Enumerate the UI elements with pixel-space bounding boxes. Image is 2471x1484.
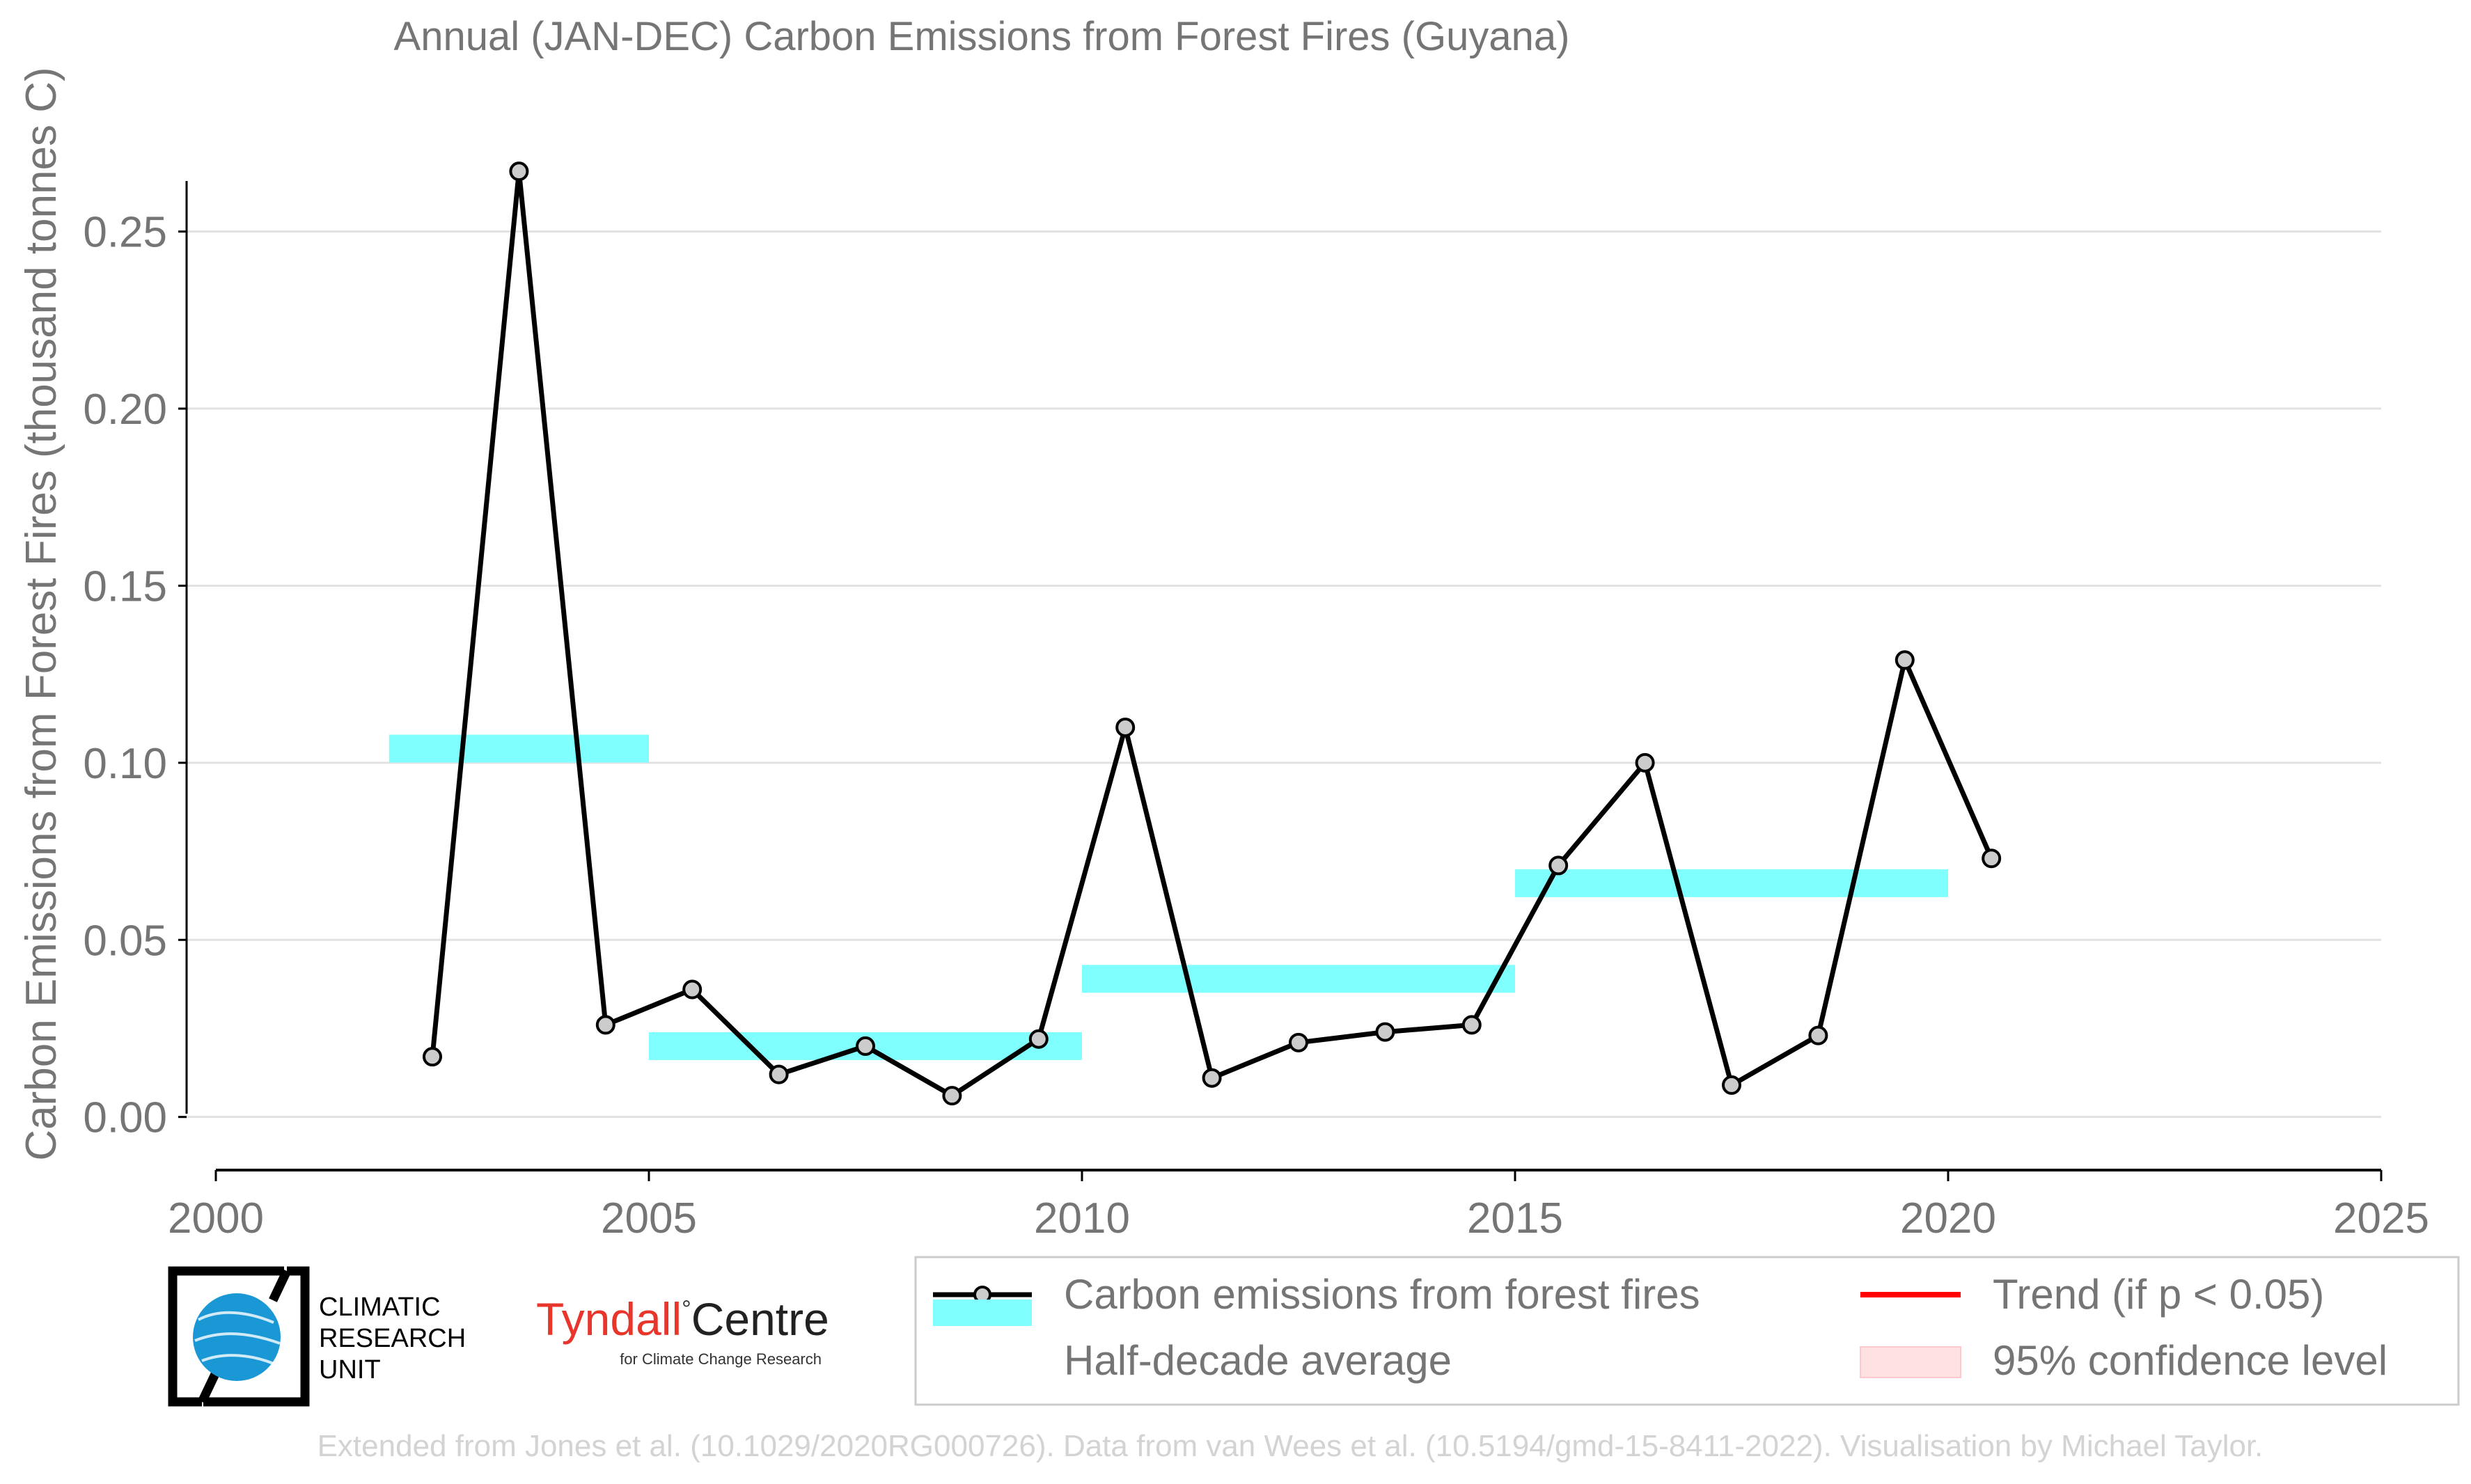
x-tick-label: 2025 — [2333, 1194, 2429, 1242]
data-point — [1028, 1029, 1049, 1049]
data-point — [1289, 1032, 1308, 1052]
data-point — [1461, 1015, 1482, 1035]
x-tick-label: 2005 — [601, 1194, 697, 1242]
half-decade-average-bar — [1082, 965, 1515, 993]
data-point — [595, 1015, 615, 1035]
y-tick-label: 0.00 — [83, 1094, 167, 1142]
tyndall-centre: Centre — [691, 1293, 829, 1345]
legend-frame — [914, 1256, 2460, 1406]
y-tick-labels: 0.00 0.05 0.10 0.15 0.20 0.25 — [83, 209, 167, 1142]
series-layer — [423, 161, 2002, 1106]
data-point — [1548, 855, 1569, 876]
tyndall-name: Tyndall — [536, 1293, 682, 1345]
data-point — [509, 161, 529, 182]
axes — [178, 181, 2383, 1181]
legend-label-average: Half-decade average — [1064, 1337, 1452, 1384]
cru-globe-swirl — [194, 1311, 281, 1366]
legend-swatch-confidence — [1860, 1346, 1961, 1378]
data-point — [423, 1047, 442, 1067]
x-tick-label: 2020 — [1900, 1194, 1996, 1242]
data-point — [1982, 848, 2002, 869]
y-tick-label: 0.25 — [83, 209, 167, 257]
x-tick-label: 2015 — [1467, 1194, 1563, 1242]
cru-logo: CLIMATIC RESEARCH UNIT — [168, 1266, 466, 1407]
grid-lines — [187, 230, 2381, 1119]
data-point — [942, 1086, 962, 1106]
cru-line-3: UNIT — [319, 1355, 381, 1384]
data-point — [1808, 1025, 1828, 1045]
legend-label-trend: Trend (if p < 0.05) — [1993, 1271, 2324, 1318]
data-point — [1202, 1068, 1222, 1088]
legend-label-series: Carbon emissions from forest fires — [1064, 1271, 1700, 1318]
data-point — [1895, 650, 1915, 670]
y-tick-label: 0.20 — [83, 386, 167, 434]
y-tick-label: 0.10 — [83, 740, 167, 788]
cru-slash-bottom — [198, 1371, 220, 1404]
x-tick-labels: 2000 2005 2010 2015 2020 2025 — [168, 1194, 2429, 1242]
series-line — [430, 168, 1994, 1098]
data-point — [1375, 1022, 1395, 1042]
y-tick-label: 0.05 — [83, 917, 167, 965]
data-point — [856, 1036, 875, 1056]
cru-line-1: CLIMATIC — [319, 1293, 441, 1322]
x-tick-label: 2000 — [168, 1194, 264, 1242]
data-point — [1635, 752, 1655, 773]
cru-line-2: RESEARCH — [319, 1324, 466, 1353]
data-point — [682, 979, 703, 1000]
data-point — [769, 1064, 789, 1084]
y-axis-label: Carbon Emissions from Forest Fires (thou… — [17, 67, 65, 1160]
legend-swatch-average — [933, 1300, 1032, 1326]
x-tick-label: 2010 — [1034, 1194, 1130, 1242]
tyndall-logo: Tyndall°Centre for Climate Change Resear… — [536, 1293, 829, 1368]
tyndall-subtitle: for Climate Change Research — [620, 1350, 822, 1368]
cru-slash-top — [269, 1269, 291, 1302]
chart-title: Annual (JAN-DEC) Carbon Emissions from F… — [394, 14, 1570, 59]
data-point — [1722, 1075, 1741, 1095]
tyndall-wordmark: Tyndall°Centre — [536, 1293, 829, 1345]
legend-label-confidence: 95% confidence level — [1993, 1337, 2387, 1384]
cru-bracket-left — [168, 1266, 284, 1407]
tyndall-degree: ° — [682, 1296, 691, 1323]
legend: Carbon emissions from forest fires Half-… — [914, 1256, 2460, 1406]
half-decade-average-bar — [389, 734, 649, 763]
y-tick-label: 0.15 — [83, 562, 167, 610]
data-point — [1115, 717, 1136, 737]
cru-bracket-right — [203, 1266, 310, 1407]
footer-credit: Extended from Jones et al. (10.1029/2020… — [317, 1429, 2264, 1463]
half-decade-average-bar — [1515, 869, 1948, 897]
